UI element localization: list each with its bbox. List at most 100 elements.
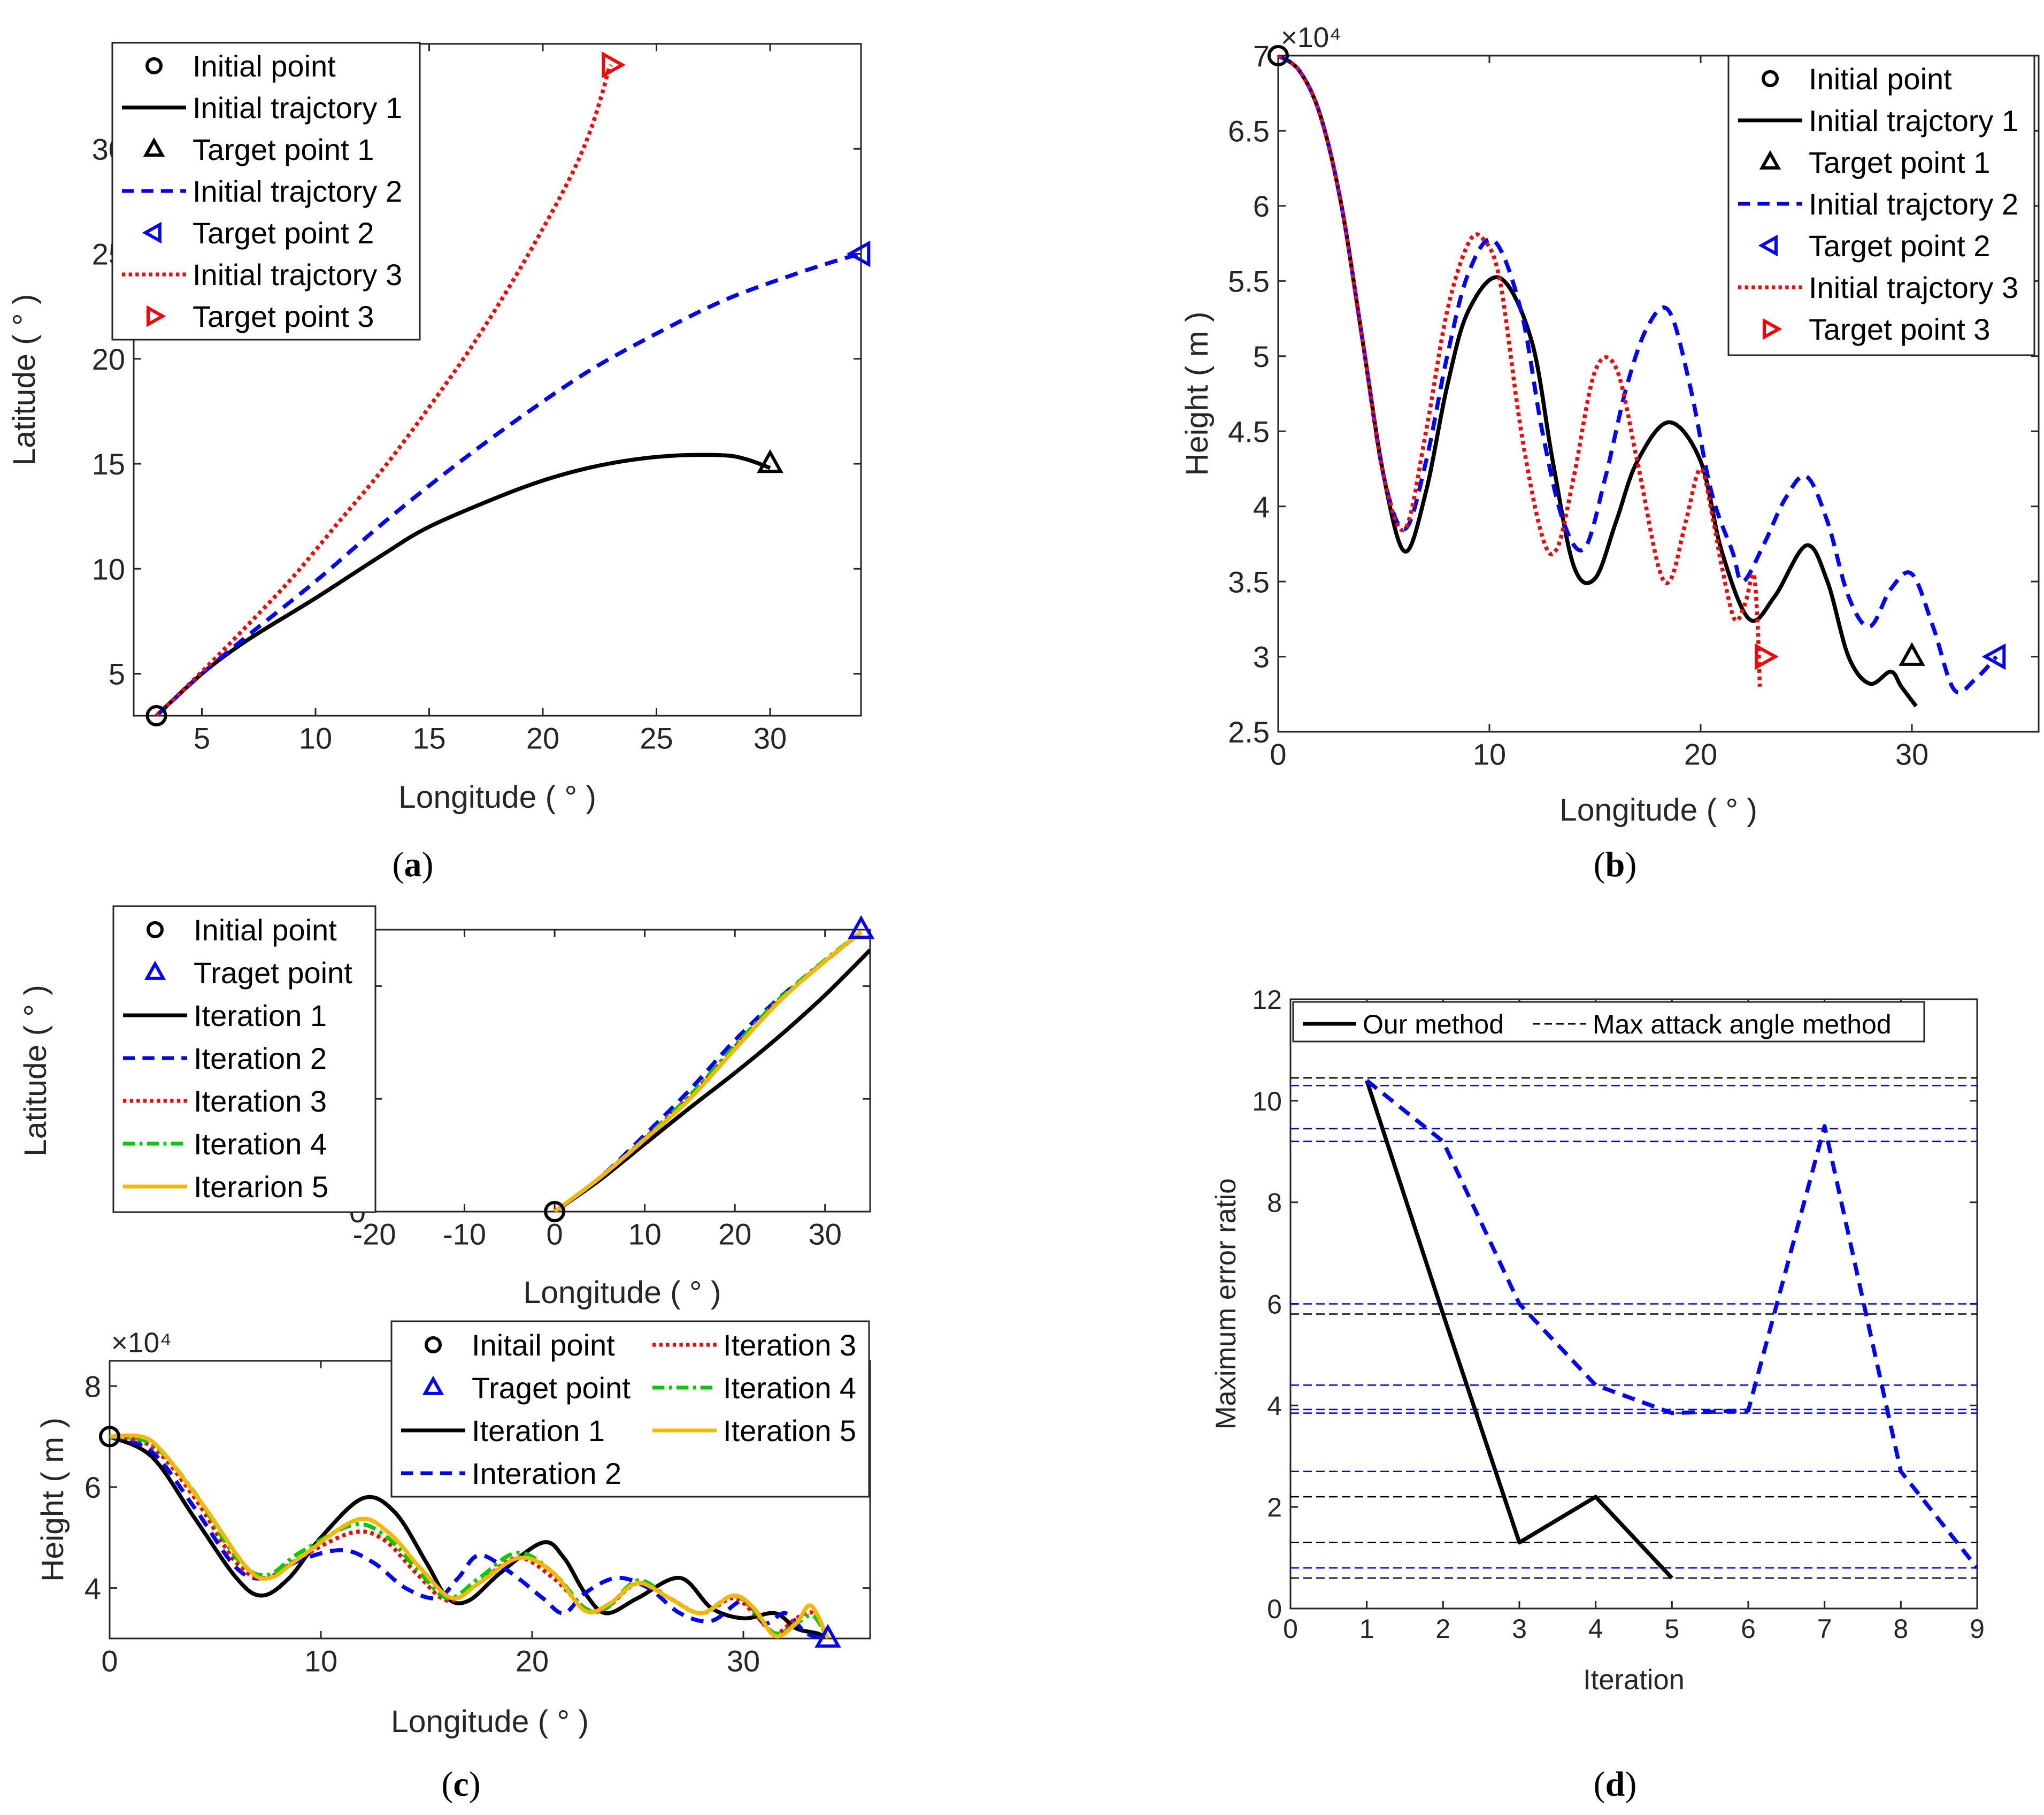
legend-item-initial-trajctory-2: Initial trajctory 2	[122, 174, 402, 208]
legend-label: Iterarion 5	[194, 1170, 328, 1204]
y-tick-label: 2.5	[1228, 715, 1270, 749]
legend-label: Target point 3	[1809, 312, 1990, 346]
chart-c-latitude-vs-longitude: -20-10010203001020Longitude ( ° )Latitud…	[18, 905, 874, 1310]
marker-target-point-2	[846, 240, 871, 267]
x-axis-label: Longitude ( ° )	[398, 780, 596, 815]
y-tick-label: 20	[92, 342, 125, 376]
legend-marker-initial-point	[147, 921, 164, 938]
legend-marker-target-point-2	[1758, 234, 1778, 257]
series-line-initial-trajctory-1	[155, 453, 771, 716]
legend-marker-target-point-2	[142, 221, 162, 244]
x-tick-label: 10	[299, 722, 332, 755]
plot-content-d	[1290, 1077, 1977, 1580]
legend-label: Target point 1	[193, 133, 374, 166]
legend-a: Initial point Initial trajctory 1 Target p…	[111, 42, 421, 341]
legend-item-target-point-3: Target point 3	[147, 300, 374, 333]
marker-target-point-1	[1899, 642, 1925, 666]
legend-b: Initial point Initial trajctory 1 Target p…	[1727, 55, 2035, 356]
legend-item-iteration-3: Iteration 3	[123, 1084, 327, 1118]
axis-exponent: ×10⁴	[111, 1327, 172, 1359]
legend-label: Max attack angle method	[1593, 1009, 1892, 1039]
x-tick-label: 9	[1970, 1614, 1985, 1644]
x-axis-label: Longitude ( ° )	[391, 1704, 589, 1739]
plot-area-c1	[373, 929, 871, 1213]
legend-label: Initial trajctory 3	[1809, 271, 2018, 304]
x-axis-label: Longitude ( ° )	[524, 1275, 721, 1310]
legend-label: Initial trajctory 2	[1809, 187, 2018, 221]
legend-item-max-attack-angle-method: Max attack angle method	[1533, 1009, 1892, 1039]
x-axis-label: Longitude ( ° )	[1559, 793, 1757, 828]
legend-item-iteration-5: Iteration 5	[652, 1414, 856, 1448]
y-tick-label: 2	[1267, 1492, 1282, 1522]
legend-label: Iteration 3	[723, 1328, 856, 1362]
x-tick-label: 0	[101, 1644, 118, 1678]
plot-content-c1	[553, 930, 870, 1212]
marker-target-point-3	[602, 51, 626, 79]
marker-initial-point	[544, 1201, 566, 1222]
legend-label: Interation 2	[472, 1457, 621, 1490]
x-tick-label: 30	[727, 1644, 760, 1678]
legend-item-iteration-1: Iteration 1	[401, 1414, 605, 1448]
legend-item-initial-point: Initial point	[147, 913, 337, 947]
legend-label: Initial point	[193, 49, 336, 83]
legend-label: Initial trajctory 2	[193, 174, 402, 208]
y-tick-label: 8	[1267, 1188, 1282, 1218]
x-tick-label: 1	[1359, 1614, 1374, 1644]
legend-label: Target point 2	[1809, 229, 1990, 263]
legend-item-initial-point: Initial point	[1762, 62, 1952, 96]
x-tick-label: 20	[516, 1644, 549, 1678]
y-tick-label: 15	[92, 447, 125, 481]
legend-label: Initail point	[472, 1328, 615, 1362]
y-tick-label: 3	[1253, 640, 1270, 674]
legend-label: Initial trajctory 1	[1809, 104, 2018, 137]
x-tick-label: 15	[412, 722, 445, 755]
x-tick-label: 30	[809, 1217, 842, 1251]
x-tick-label: -10	[443, 1217, 486, 1251]
series-line-initial-trajctory-2	[155, 251, 861, 716]
panel-label-c: (c)	[441, 1765, 480, 1804]
legend-item-iteration-1: Iteration 1	[123, 999, 327, 1032]
x-tick-label: 20	[718, 1217, 751, 1251]
legend-label: Traget point	[194, 956, 352, 990]
legend-c1: Initial point Traget point Iteration 1 Iter…	[112, 905, 376, 1213]
legend-marker-traget-point	[144, 960, 166, 980]
legend-label: Initial point	[1809, 62, 1952, 96]
legend-label: Iteration 5	[723, 1414, 856, 1448]
y-tick-label: 12	[1252, 985, 1282, 1015]
x-tick-label: 4	[1588, 1614, 1603, 1644]
legend-d: Our method Max attack angle method	[1292, 1001, 1925, 1043]
legend-item-target-point-2: Target point 2	[1758, 229, 1990, 263]
legend-item-target-point-1: Target point 1	[143, 133, 374, 166]
legend-label: Traget point	[472, 1371, 631, 1405]
y-tick-label: 4	[84, 1572, 101, 1605]
legend-item-target-point-1: Target point 1	[1759, 145, 1990, 179]
y-tick-label: 6	[1253, 189, 1270, 223]
y-axis-label: Latitude ( ° )	[7, 294, 42, 466]
legend-label: Iteration 1	[194, 999, 327, 1032]
legend-item-initial-trajctory-1: Initial trajctory 1	[1738, 104, 2018, 137]
legend-label: Initial point	[194, 913, 337, 947]
chart-c-height-vs-longitude: 0 10 20 30 4 6 8 ×10⁴ Longitude ( ° ) Height ( m …	[35, 1320, 871, 1739]
y-tick-label: 10	[1252, 1086, 1282, 1116]
x-tick-label: 30	[1895, 738, 1928, 771]
legend-box	[1292, 1001, 1925, 1043]
panel-label-a-letter: a	[404, 845, 422, 884]
legend-item-iteration-2: Iteration 2	[123, 1041, 327, 1075]
x-tick-label: 20	[526, 722, 559, 755]
x-tick-label: 30	[754, 722, 787, 755]
legend-item-initial-trajctory-3: Initial trajctory 3	[1738, 271, 2018, 304]
legend-box	[112, 905, 376, 1213]
x-tick-label: 5	[1664, 1614, 1679, 1644]
y-tick-label: 4	[1253, 490, 1270, 524]
marker-traget-point	[848, 915, 874, 939]
legend-marker-initail-point	[425, 1336, 442, 1353]
chart-b-height-vs-longitude: 0 10 20 30 2.5 3 3.5 4 4.5 5 5.5 6 6.5 7 ×10⁴ Longitude…	[1180, 22, 2040, 828]
legend-item-iteration-4: Iteration 4	[652, 1371, 856, 1405]
panel-label-b: (b)	[1594, 845, 1637, 884]
plot-content-b	[1278, 56, 1998, 708]
legend-label: Iteration 2	[194, 1041, 327, 1075]
legend-label: Our method	[1363, 1009, 1504, 1039]
legend-label: Iteration 4	[723, 1371, 856, 1405]
x-tick-label: 25	[640, 722, 673, 755]
